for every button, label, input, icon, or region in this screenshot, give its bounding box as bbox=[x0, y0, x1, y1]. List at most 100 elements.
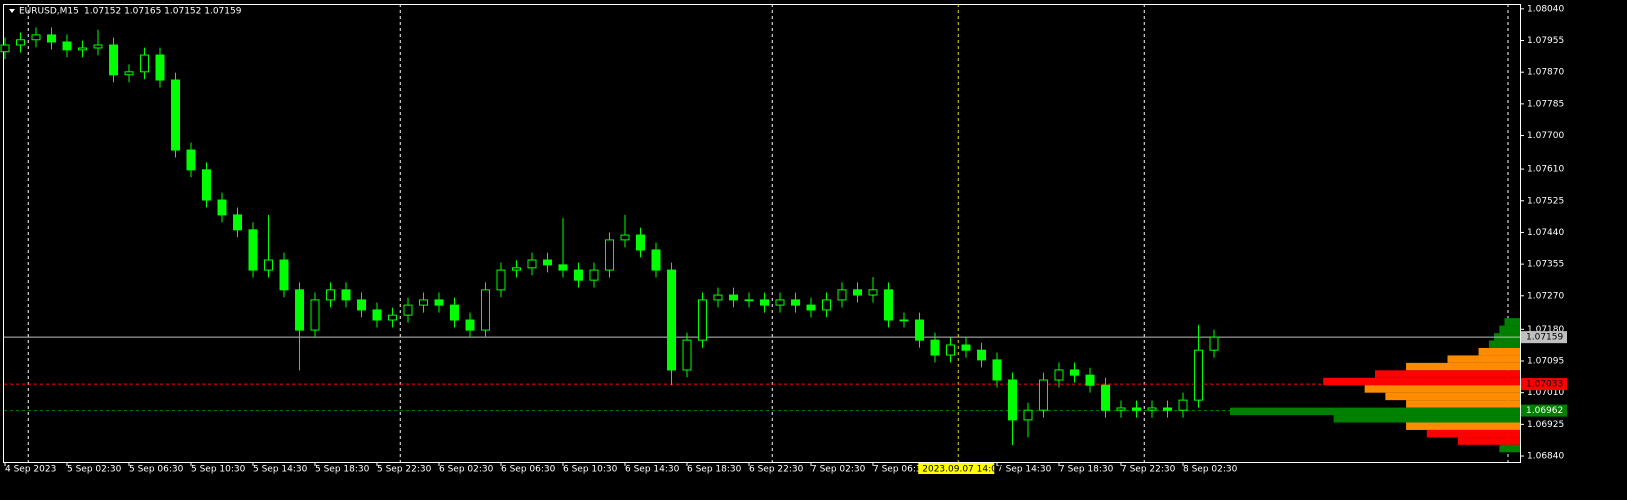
candle-body bbox=[233, 214, 242, 231]
y-tick-label: 1.07180 bbox=[1527, 325, 1564, 335]
candle-body bbox=[1039, 379, 1048, 411]
candle-body bbox=[124, 71, 134, 76]
x-tick-label: 5 Sep 10:30 bbox=[191, 465, 246, 475]
candle-body bbox=[1147, 407, 1157, 411]
y-tick-label: 1.06840 bbox=[1527, 452, 1564, 462]
candle-body bbox=[1070, 369, 1079, 376]
candle-body bbox=[698, 299, 707, 341]
candle-body bbox=[93, 44, 103, 49]
candle-body bbox=[605, 239, 614, 271]
candle-body bbox=[62, 41, 72, 51]
candle-body bbox=[47, 34, 56, 43]
candle-body bbox=[155, 54, 165, 81]
x-tick-label: 7 Sep 22:30 bbox=[1121, 465, 1176, 475]
candle-body bbox=[837, 289, 847, 301]
candle-body bbox=[992, 359, 1002, 381]
candle-body bbox=[171, 79, 180, 151]
candle-body bbox=[0, 44, 10, 53]
candle-body bbox=[930, 339, 940, 356]
candle-body bbox=[899, 319, 909, 322]
candle-body bbox=[853, 289, 862, 296]
y-tick-label: 1.07270 bbox=[1527, 291, 1564, 301]
y-tick-label: 1.07440 bbox=[1527, 228, 1564, 238]
candle-body bbox=[574, 269, 583, 281]
plot-frame bbox=[3, 4, 1521, 463]
candle-body bbox=[434, 299, 444, 306]
candle-body bbox=[388, 314, 397, 321]
candle-body bbox=[620, 234, 630, 241]
x-tick-label: 7 Sep 02:30 bbox=[811, 465, 866, 475]
profile-bar bbox=[1504, 318, 1520, 326]
candle-body bbox=[1178, 399, 1188, 411]
candle-body bbox=[279, 259, 289, 291]
profile-bar bbox=[1499, 325, 1520, 334]
candle-body bbox=[1054, 369, 1064, 381]
candle-body bbox=[667, 269, 676, 371]
level-label-bg bbox=[1521, 404, 1567, 417]
candle-body bbox=[1163, 407, 1172, 411]
candle-body bbox=[806, 304, 816, 311]
x-tick-label: 5 Sep 14:30 bbox=[253, 465, 308, 475]
candle-body bbox=[977, 349, 986, 361]
level-label-bg bbox=[1521, 378, 1567, 391]
y-tick-label: 1.07700 bbox=[1527, 131, 1564, 141]
profile-bar bbox=[1488, 340, 1520, 348]
x-tick-label: 7 Sep 14:30 bbox=[997, 465, 1052, 475]
y-tick-label: 1.07870 bbox=[1527, 68, 1564, 78]
candle-body bbox=[946, 344, 955, 356]
y-tick-label: 1.07955 bbox=[1527, 36, 1564, 46]
crosshair-label-bg bbox=[918, 463, 995, 474]
candle-body bbox=[310, 299, 320, 331]
candle-body bbox=[822, 299, 831, 311]
level-label: 1.07033 bbox=[1526, 380, 1563, 390]
profile-bar bbox=[1457, 437, 1520, 445]
candle-body bbox=[1132, 407, 1141, 411]
y-tick-label: 1.07525 bbox=[1527, 196, 1564, 206]
profile-bar bbox=[1447, 355, 1520, 363]
candle-body bbox=[419, 299, 428, 306]
profile-bar bbox=[1406, 400, 1520, 408]
candle-body bbox=[264, 259, 273, 271]
menu-arrow[interactable] bbox=[9, 9, 15, 13]
candle-body bbox=[1008, 379, 1017, 421]
x-tick-label: 6 Sep 22:30 bbox=[749, 465, 804, 475]
candle-body bbox=[202, 169, 211, 201]
candle-body bbox=[744, 299, 754, 302]
candle-body bbox=[682, 339, 692, 371]
x-tick-label: 6 Sep 14:30 bbox=[625, 465, 680, 475]
candle-body bbox=[31, 34, 41, 41]
profile-bar bbox=[1499, 444, 1520, 453]
y-tick-label: 1.07785 bbox=[1527, 99, 1564, 109]
candle-body bbox=[496, 269, 506, 291]
candle-body bbox=[140, 54, 149, 73]
candle-body bbox=[78, 47, 87, 51]
candle-body bbox=[109, 44, 118, 76]
candle-body bbox=[341, 289, 351, 301]
y-tick-label: 1.07355 bbox=[1527, 260, 1564, 270]
x-tick-label: 7 Sep 18:30 bbox=[1059, 465, 1114, 475]
x-tick-label: 6 Sep 18:30 bbox=[687, 465, 742, 475]
level-label: 1.06962 bbox=[1526, 406, 1563, 416]
x-tick-label: 7 Sep 06:30 bbox=[873, 465, 928, 475]
crosshair-label: 2023.09.07 14:00 bbox=[922, 465, 1003, 475]
candle-body bbox=[868, 289, 878, 296]
profile-bar bbox=[1406, 362, 1520, 371]
candle-body bbox=[729, 294, 738, 301]
candle-body bbox=[713, 294, 723, 301]
candle-body bbox=[1085, 374, 1095, 386]
x-tick-label: 5 Sep 06:30 bbox=[129, 465, 184, 475]
candle-body bbox=[512, 267, 521, 271]
ohlc-text: 1.07152 1.07165 1.07152 1.07159 bbox=[84, 7, 242, 17]
candle-body bbox=[217, 199, 227, 216]
y-tick-label: 1.08040 bbox=[1527, 4, 1564, 14]
x-tick-label: 6 Sep 02:30 bbox=[439, 465, 494, 475]
candle-body bbox=[884, 289, 893, 321]
candle-body bbox=[791, 299, 800, 306]
y-tick-label: 1.07610 bbox=[1527, 165, 1564, 175]
candle-body bbox=[775, 299, 785, 306]
chart-title: EURUSD,M15 bbox=[19, 7, 79, 17]
level-label-bg bbox=[1521, 331, 1567, 344]
candle-body bbox=[1209, 336, 1219, 351]
profile-bar bbox=[1230, 407, 1520, 416]
